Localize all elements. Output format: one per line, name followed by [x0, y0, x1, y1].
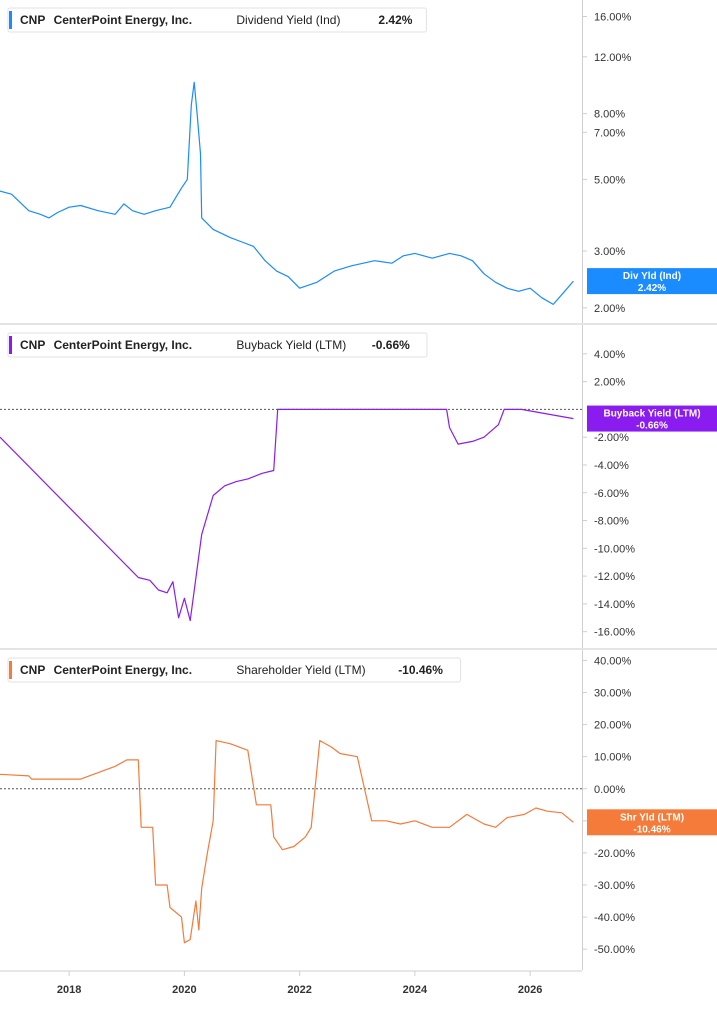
legend-ticker: CNP — [20, 663, 45, 677]
y-tick-label: -12.00% — [594, 571, 635, 583]
x-tick-label: 2022 — [287, 984, 311, 996]
y-tick-label: 4.00% — [594, 349, 625, 361]
y-tick-label: 16.00% — [594, 11, 632, 23]
value-tag-box — [587, 405, 717, 432]
x-tick-label: 2024 — [403, 984, 428, 996]
legend-box — [7, 332, 428, 358]
value-tag-value: 2.42% — [638, 283, 666, 294]
y-tick-label: -40.00% — [594, 912, 635, 924]
value-tag: Buyback Yield (LTM)-0.66% — [587, 405, 717, 432]
value-tag: Div Yld (Ind)2.42% — [587, 268, 717, 295]
legend-color-swatch — [9, 11, 12, 29]
y-tick-label: -14.00% — [594, 599, 635, 611]
y-tick-label: -30.00% — [594, 880, 635, 892]
legend-box — [7, 657, 462, 683]
legend: CNP CenterPoint Energy, Inc. Dividend Yiel… — [7, 7, 427, 33]
y-tick-label: -16.00% — [594, 627, 635, 639]
y-tick-label: -6.00% — [594, 488, 629, 500]
y-tick-label: 10.00% — [594, 752, 632, 764]
y-tick-label: -50.00% — [594, 944, 635, 956]
series-line — [0, 740, 574, 944]
value-tag-value: -10.46% — [633, 824, 670, 835]
legend-company: CenterPoint Energy, Inc. — [54, 338, 192, 352]
panel-3: 40.00%30.00%20.00%10.00%0.00%-10.00%-20.… — [0, 650, 717, 970]
legend-current-value: 2.42% — [378, 13, 412, 27]
legend-metric: Dividend Yield (Ind) — [236, 13, 340, 27]
y-tick-label: -4.00% — [594, 460, 629, 472]
y-tick-label: -20.00% — [594, 848, 635, 860]
x-tick-label: 2026 — [518, 984, 542, 996]
y-tick-label: -10.00% — [594, 543, 635, 555]
legend-current-value: -0.66% — [372, 338, 410, 352]
y-tick-label: 7.00% — [594, 127, 625, 139]
legend-box — [7, 7, 427, 33]
value-tag: Shr Yld (LTM)-10.46% — [587, 809, 717, 836]
y-tick-label: 2.00% — [594, 377, 625, 389]
value-tag-label: Shr Yld (LTM) — [620, 812, 684, 823]
y-tick-label: 8.00% — [594, 109, 625, 121]
legend: CNP CenterPoint Energy, Inc. Shareholder Y… — [7, 657, 462, 683]
value-tag-box — [587, 809, 717, 836]
series-line — [0, 81, 574, 305]
legend-color-swatch — [9, 336, 12, 354]
y-tick-label: -8.00% — [594, 516, 629, 528]
legend-current-value: -10.46% — [398, 663, 443, 677]
y-tick-label: -2.00% — [594, 432, 629, 444]
series-line — [0, 408, 574, 622]
y-tick-label: 20.00% — [594, 720, 632, 732]
x-tick-label: 2020 — [172, 984, 196, 996]
y-tick-label: 30.00% — [594, 688, 632, 700]
value-tag-label: Buyback Yield (LTM) — [603, 409, 700, 420]
legend-ticker: CNP — [20, 338, 45, 352]
y-tick-label: 3.00% — [594, 246, 625, 258]
legend-company: CenterPoint Energy, Inc. — [54, 13, 192, 27]
y-tick-label: 2.00% — [594, 303, 625, 315]
panel-2: 4.00% 2.00% -2.00% -4.00% -6.00% -8.00% -10.00… — [0, 325, 717, 650]
legend: CNP CenterPoint Energy, Inc. Buyback Yield… — [7, 332, 428, 358]
legend-metric: Buyback Yield (LTM) — [236, 338, 346, 352]
y-tick-label: 5.00% — [594, 174, 625, 186]
x-tick-label: 2018 — [57, 984, 81, 996]
legend-ticker: CNP — [20, 13, 45, 27]
value-tag-box — [587, 268, 717, 295]
value-tag-value: -0.66% — [636, 421, 668, 432]
y-tick-label: 0.00% — [594, 784, 625, 796]
y-tick-label: 40.00% — [594, 655, 632, 667]
legend-color-swatch — [9, 661, 12, 679]
value-tag-label: Div Yld (Ind) — [623, 271, 681, 282]
legend-metric: Shareholder Yield (LTM) — [236, 663, 365, 677]
panel-1: 16.00% 12.00% 8.00% 7.00% 5.00% 3.00% 2.00% Div… — [0, 0, 717, 325]
y-tick-label: 12.00% — [594, 52, 632, 64]
legend-company: CenterPoint Energy, Inc. — [54, 663, 192, 677]
